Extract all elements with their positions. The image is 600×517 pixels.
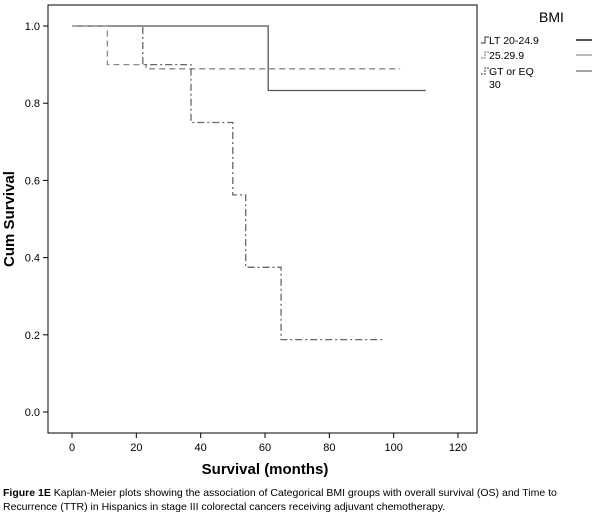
y-axis-title: Cum Survival — [1, 171, 18, 267]
x-tick-label: 40 — [195, 442, 207, 454]
legend-label: 30 — [489, 79, 501, 91]
legend-step-marker — [481, 36, 489, 44]
x-tick-label: 120 — [449, 442, 467, 454]
km-chart: 0 20 40 60 80 100 120 0.0 0.2 0.4 0.6 0.8 1.0 Surviv… — [1, 4, 592, 478]
caption-text: Kaplan-Meier plots showing the associati… — [3, 487, 557, 513]
plot-frame — [47, 4, 478, 434]
legend-step-marker — [481, 67, 489, 75]
y-tick-label: 1.0 — [25, 21, 40, 33]
x-tick-label: 60 — [259, 442, 271, 454]
x-tick-label: 0 — [69, 442, 75, 454]
series-2-line — [72, 25, 401, 70]
legend-label: 25.29.9 — [489, 50, 524, 62]
x-tick-label: 20 — [130, 442, 142, 454]
legend-label: GT or EQ — [489, 66, 534, 78]
y-tick-label: 0.4 — [25, 253, 40, 265]
figure-caption: Figure 1E Kaplan-Meier plots showing the… — [3, 486, 599, 514]
x-tick-label: 80 — [323, 442, 335, 454]
legend-step-marker — [481, 51, 489, 59]
y-tick-label: 0.2 — [25, 330, 40, 342]
y-tick-label: 0.0 — [25, 407, 40, 419]
x-tick-label: 100 — [384, 442, 402, 454]
legend-title: BMI — [539, 9, 564, 25]
legend-label: LT 20-24.9 — [489, 35, 539, 47]
y-tick-label: 0.8 — [25, 98, 40, 110]
caption-label: Figure 1E — [3, 487, 51, 499]
series-1-line — [72, 25, 426, 92]
y-tick-label: 0.6 — [25, 175, 40, 187]
series-3-line — [113, 25, 384, 341]
x-axis-title: Survival (months) — [202, 461, 329, 478]
